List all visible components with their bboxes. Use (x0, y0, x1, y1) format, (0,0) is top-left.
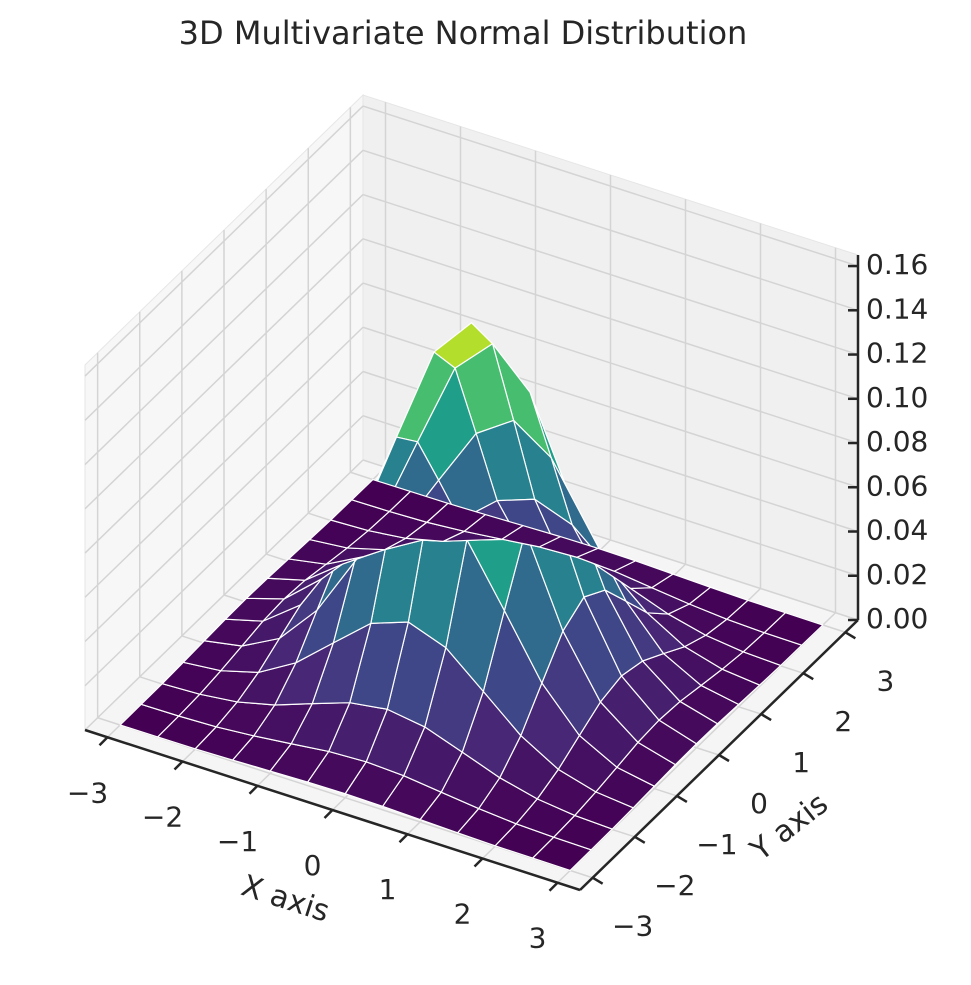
tick-mark (676, 794, 688, 803)
y-tick-label: −1 (696, 828, 737, 861)
tick-mark (473, 857, 484, 868)
tick-mark (173, 760, 184, 771)
x-tick-label: 0 (304, 849, 322, 882)
z-tick-label: 0.10 (866, 381, 928, 414)
chart-title: 3D Multivariate Normal Distribution (179, 14, 748, 52)
tick-mark (844, 631, 857, 640)
y-tick-label: 0 (750, 787, 768, 820)
tick-mark (98, 736, 109, 747)
grid-line (84, 194, 364, 466)
y-tick-label: −3 (612, 910, 653, 943)
x-tick-label: −2 (142, 801, 183, 834)
grid-line (362, 193, 859, 356)
x-tick-label: 3 (529, 922, 547, 955)
tick-mark (802, 672, 814, 681)
tick-mark (548, 881, 559, 892)
z-tick-label: 0.06 (866, 469, 928, 502)
z-tick-label: 0.00 (866, 602, 928, 635)
tick-mark (248, 784, 259, 795)
surface-patch (351, 478, 411, 513)
tick-mark (760, 713, 772, 722)
z-tick-label: 0.02 (866, 558, 928, 591)
grid-line (84, 149, 364, 421)
z-tick-label: 0.14 (866, 292, 928, 325)
grid-line (362, 105, 859, 267)
y-tick-label: 2 (834, 705, 852, 738)
tick-mark (634, 835, 646, 844)
tick-mark (718, 753, 730, 763)
grid-line (362, 282, 859, 444)
x-tick-label: −3 (67, 776, 108, 809)
grid-line (84, 459, 364, 731)
tick-mark (398, 833, 409, 844)
grid-line (362, 149, 859, 312)
y-tick-label: 1 (792, 746, 810, 779)
z-tick-label: 0.12 (866, 337, 928, 370)
x-tick-label: 2 (454, 897, 472, 930)
grid-line (84, 238, 364, 510)
y-tick-label: −2 (654, 869, 695, 902)
grid-line (84, 326, 364, 598)
z-tick-label: 0.04 (866, 514, 928, 547)
grid-line (362, 238, 859, 400)
grid-line (84, 415, 364, 687)
x-tick-label: −1 (217, 825, 258, 858)
z-tick-label: 0.08 (866, 425, 928, 458)
grid-line (84, 370, 364, 643)
x-tick-label: 1 (379, 873, 397, 906)
z-tick-label: 0.16 (866, 248, 928, 281)
y-tick-label: 3 (876, 664, 894, 697)
tick-mark (323, 809, 334, 819)
grid-line (84, 282, 364, 554)
tick-mark (591, 876, 604, 885)
grid-line (84, 105, 364, 377)
